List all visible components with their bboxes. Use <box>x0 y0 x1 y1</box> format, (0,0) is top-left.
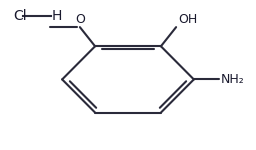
Text: O: O <box>75 13 85 26</box>
Text: methoxy: methoxy <box>0 149 1 150</box>
Text: Cl: Cl <box>13 9 26 23</box>
Text: methoxy: methoxy <box>0 149 1 150</box>
Text: NH₂: NH₂ <box>220 73 244 86</box>
Text: OH: OH <box>179 13 198 26</box>
Text: methoxy: methoxy <box>0 149 1 150</box>
Text: H: H <box>51 9 62 23</box>
